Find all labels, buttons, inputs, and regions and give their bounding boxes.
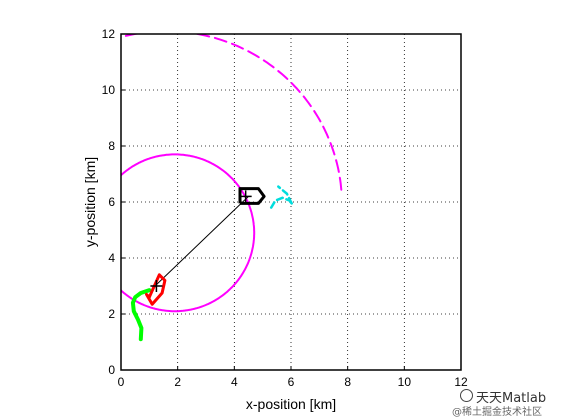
series-layer (121, 34, 343, 342)
series-line-4 (269, 185, 294, 209)
watermark-logo-icon (460, 389, 473, 402)
series-line-3 (130, 288, 152, 342)
x-tick-label: 6 (288, 375, 295, 389)
y-tick-label: 8 (108, 139, 115, 153)
x-tick-label: 2 (174, 375, 181, 389)
x-tick-label: 12 (454, 375, 468, 389)
watermark-subtitle: @稀土掘金技术社区 (452, 407, 542, 418)
y-tick-label: 4 (108, 251, 115, 265)
watermark-title: 天天Matlab (476, 391, 547, 406)
tick-labels: 0 2 4 6 8 10 12 0 2 4 6 8 10 12 (102, 27, 468, 389)
x-tick-label: 10 (398, 375, 412, 389)
y-tick-label: 2 (108, 307, 115, 321)
x-tick-label: 8 (344, 375, 351, 389)
y-axis-label: y-position [km] (82, 157, 98, 247)
x-tick-label: 0 (118, 375, 125, 389)
axes-box (120, 33, 462, 371)
series-line-0 (121, 34, 343, 191)
vessel-outline (238, 187, 266, 205)
x-tick-label: 4 (231, 375, 238, 389)
x-axis-label: x-position [km] (246, 396, 336, 412)
series-line-2 (154, 195, 249, 287)
y-tick-label: 10 (102, 83, 116, 97)
series-line-1 (121, 153, 256, 313)
series-line-5 (145, 273, 167, 306)
y-tick-label: 12 (102, 27, 116, 41)
y-tick-label: 6 (108, 195, 115, 209)
y-tick-label: 0 (108, 363, 115, 377)
